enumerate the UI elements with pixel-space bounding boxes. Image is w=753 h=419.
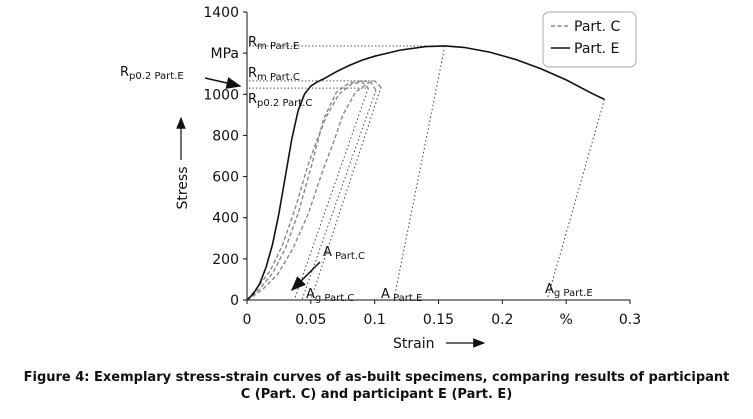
legend: Part. C Part. E [542,11,637,68]
x-tick-label: 0.15 [423,312,454,328]
y-tick-label: 400 [212,211,239,227]
series-part-c-curve [246,80,382,301]
reference-label: Rm Part.C [248,66,300,83]
ag-part-c-label: Ag Part.C [306,287,354,304]
a-part-c-arrow [290,261,321,292]
caption-line-2: C (Part. C) and participant E (Part. E) [240,387,513,402]
y-tick-label: 600 [212,170,239,186]
ag-part-e-label: Ag Part.E [545,282,593,299]
unloading-line [293,87,369,301]
annotations: Rm Part.E Rm Part.C Rp0.2 Part.C Rp0.2 Part… [120,35,593,304]
series-part-c-curve [246,81,369,301]
y-tick-label: MPa [211,46,239,62]
series [246,45,605,301]
figure-caption: Figure 4: Exemplary stress-strain curves… [0,369,753,403]
legend-label: Part. C [574,19,621,35]
x-tick-label: 0.05 [295,312,326,328]
x-tick-label: 0.3 [619,312,641,328]
axes: 0 200 400 600 800 1000 MPa 1400 0 0.05 0.1 0.15 0.2%… [175,5,641,352]
a-part-e-label: A Part.E [381,287,422,304]
x-axis-label: Strain [393,336,434,352]
rp02-part-e-label: Rp0.2 Part.E [120,65,184,82]
unloading-line [393,45,446,301]
unloading-lines [293,45,605,301]
rp02-part-e-arrow [204,77,242,89]
stress-strain-chart: 0 200 400 600 800 1000 MPa 1400 0 0.05 0.1 0.15 0.2%… [120,5,641,352]
y-axis-label: Stress [175,166,191,209]
x-tick-label: 0.1 [364,312,386,328]
y-tick-label: 800 [212,128,239,144]
y-tick-label: 0 [230,293,239,309]
reference-label: Rp0.2 Part.C [248,92,312,109]
y-tick-label: 200 [212,252,239,268]
series-part-e-curve [246,45,605,301]
a-part-c-label: A Part.C [323,245,365,262]
y-tick-label: 1000 [203,87,239,103]
x-tick-label: 0.2 [491,312,513,328]
unloading-line [546,99,605,301]
reference-label: Rm Part.E [248,35,299,52]
unloading-line [310,86,382,301]
x-tick-label: % [560,312,573,328]
x-tick-label: 0 [243,312,252,328]
legend-label: Part. E [574,41,619,57]
caption-line-1: Figure 4: Exemplary stress-strain curves… [23,370,730,385]
y-tick-label: 1400 [203,5,239,21]
unloading-line [301,90,377,301]
